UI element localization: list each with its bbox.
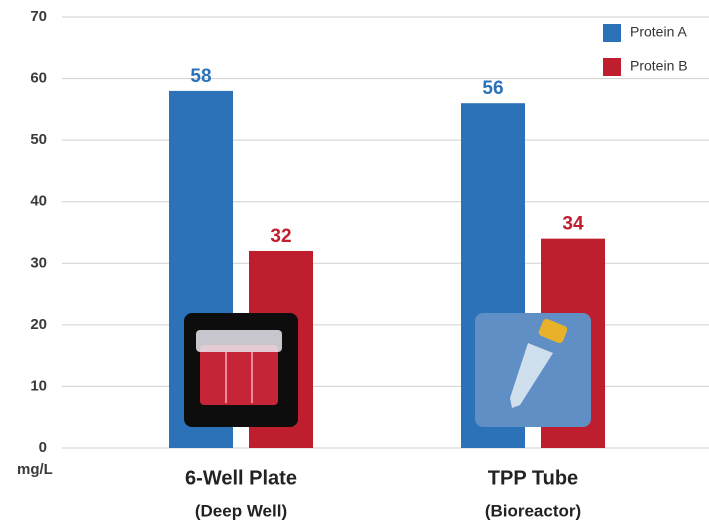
plate-body <box>200 345 278 405</box>
x-tick-sublabel: (Deep Well) <box>195 501 287 520</box>
y-tick-label: 20 <box>30 316 47 333</box>
x-tick-label: 6-Well Plate <box>185 467 297 489</box>
legend-swatch <box>603 24 621 42</box>
y-tick-label: 10 <box>30 377 47 394</box>
value-label: 58 <box>190 66 211 87</box>
value-label: 56 <box>482 78 503 99</box>
legend-label: Protein A <box>630 24 687 40</box>
tube-photo <box>475 313 591 427</box>
x-tick-label: TPP Tube <box>488 467 578 489</box>
legend-label: Protein B <box>630 58 688 74</box>
tube-body <box>510 343 553 408</box>
y-tick-label: 30 <box>30 254 47 271</box>
x-tick-sublabel: (Bioreactor) <box>485 501 581 520</box>
y-tick-label: 60 <box>30 70 47 87</box>
value-label: 32 <box>270 226 291 247</box>
legend-swatch <box>603 58 621 76</box>
y-axis-label: mg/L <box>17 461 53 478</box>
y-tick-label: 40 <box>30 193 47 210</box>
y-tick-label: 70 <box>30 8 47 25</box>
tube-cap <box>538 318 568 344</box>
plate-lid <box>196 330 282 352</box>
value-label: 34 <box>562 214 584 235</box>
y-tick-label: 50 <box>30 131 47 148</box>
plate-photo <box>184 313 298 427</box>
y-tick-label: 0 <box>39 439 47 456</box>
